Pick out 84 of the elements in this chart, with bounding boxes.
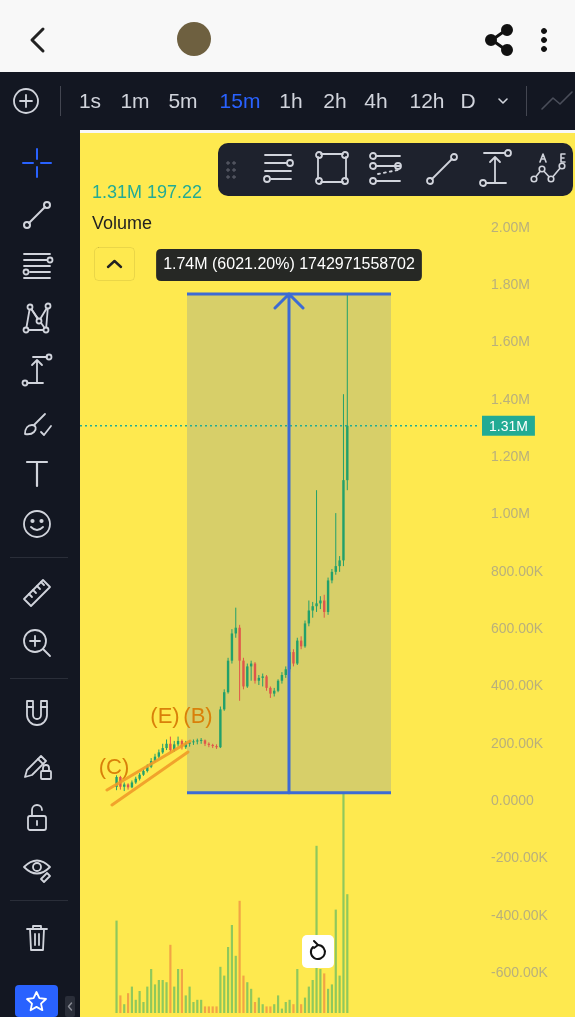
bar (238, 900, 241, 1013)
bar (215, 1006, 218, 1013)
bar (150, 969, 153, 1013)
bar (153, 984, 157, 1013)
bar (188, 986, 191, 1013)
chart-subtitle: 1.31M 197.22 (92, 181, 203, 203)
bar (334, 909, 337, 1013)
text: 1h (279, 89, 303, 113)
bar (226, 947, 230, 1013)
bar (207, 1006, 210, 1013)
annotation: Volume (92, 212, 153, 234)
text: D (460, 89, 476, 113)
text: 15m (219, 89, 261, 113)
candlestick (296, 637, 299, 666)
bar (123, 1004, 126, 1013)
bar (184, 995, 187, 1013)
bar (292, 1004, 295, 1013)
bar (330, 984, 334, 1013)
bar (169, 944, 172, 1013)
bar (234, 955, 237, 1013)
bar (223, 975, 226, 1013)
band-label: 1.74M (6021.20%) 1742971558702 (163, 255, 415, 273)
bar (130, 986, 134, 1013)
bar (230, 925, 234, 1013)
text: 4h (364, 89, 388, 113)
annotation: (C) (98, 754, 130, 779)
candlestick (192, 738, 195, 746)
bar (157, 980, 160, 1013)
text: 12h (409, 89, 445, 113)
bar (161, 980, 164, 1013)
annotation: (E) (150, 703, 180, 728)
bar (288, 999, 291, 1013)
bar (211, 1006, 214, 1013)
bar (326, 988, 330, 1013)
ref-line-label: 1.31M (488, 417, 528, 434)
bar (269, 1006, 272, 1013)
bar (203, 1006, 207, 1013)
bar (126, 993, 130, 1013)
text: 5m (168, 89, 198, 113)
y-tick-label: -400.00K (491, 906, 549, 923)
text: 2h (323, 89, 347, 113)
y-tick-label: 1.60M (491, 333, 530, 350)
bar (307, 986, 310, 1013)
bar (253, 1002, 257, 1013)
y-tick-label: 1.20M (491, 448, 530, 465)
y-tick-label: 1.00M (491, 505, 530, 522)
bar (284, 1002, 287, 1013)
bar (176, 969, 180, 1013)
y-tick-label: 2.00M (491, 218, 530, 235)
y-tick-label: 0.0000 (491, 791, 535, 808)
bar (196, 999, 199, 1013)
annotation: (B) (183, 703, 213, 728)
bar (276, 995, 280, 1013)
y-tick-label: 400.00K (491, 677, 544, 694)
bar (119, 995, 122, 1013)
candlestick (246, 663, 249, 689)
y-tick-label: -600.00K (491, 963, 549, 980)
text: 1s (78, 89, 102, 113)
bar (265, 1006, 268, 1013)
candlestick (315, 489, 318, 613)
bar (180, 969, 184, 1013)
bar (173, 986, 176, 1013)
bar (200, 999, 203, 1013)
bar (323, 973, 326, 1013)
y-tick-label: 800.00K (491, 562, 544, 579)
bar (273, 1004, 276, 1013)
bar (134, 999, 137, 1013)
y-tick-label: -200.00K (491, 849, 549, 866)
bar (246, 982, 249, 1013)
bar (250, 988, 253, 1013)
bar (300, 1004, 303, 1013)
bar (219, 966, 222, 1013)
bar (261, 1004, 264, 1013)
y-tick-label: 600.00K (491, 620, 544, 637)
bar (115, 920, 118, 1013)
text: 1m (120, 89, 150, 113)
bar (296, 969, 299, 1013)
bar (342, 793, 345, 1013)
bar (165, 982, 168, 1013)
bar (146, 986, 149, 1013)
y-tick-label: 1.80M (491, 276, 530, 293)
y-tick-label: 200.00K (491, 734, 544, 751)
bar (138, 991, 141, 1013)
y-tick-label: 1.40M (491, 390, 530, 407)
